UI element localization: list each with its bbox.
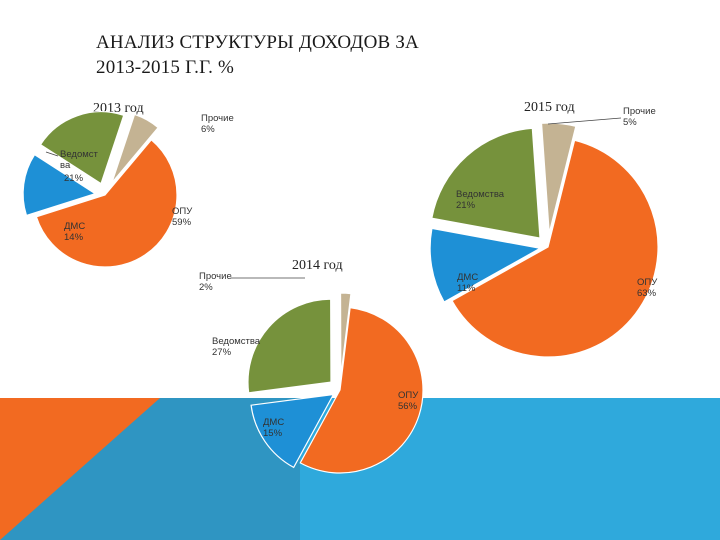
data-label-opu: ОПУ <box>398 390 419 401</box>
pie-slice-prochie <box>339 292 352 377</box>
slide-title: АНАЛИЗ СТРУКТУРЫ ДОХОДОВ ЗА 2013-2015 Г.… <box>96 30 419 80</box>
pie-slice-dms <box>429 227 542 303</box>
data-value-prochie: 6% <box>201 124 215 135</box>
data-value-dms: 11% <box>457 283 476 294</box>
data-label-vedomstva: Ведомства <box>456 189 505 200</box>
slide-title-line-1: АНАЛИЗ СТРУКТУРЫ ДОХОДОВ ЗА <box>96 32 419 53</box>
pie-slice-opu <box>299 306 424 474</box>
pie-slice-prochie <box>111 113 159 184</box>
data-label-prochie: Прочие <box>623 106 656 117</box>
slide-title-line-2: 2013-2015 Г.Г. % <box>96 57 235 78</box>
data-label-vedomstva: Ведомства <box>212 336 261 347</box>
data-label-opu: ОПУ <box>172 206 193 217</box>
data-value-opu: 63% <box>637 288 657 299</box>
data-label-dms: ДМС <box>263 417 284 428</box>
data-value-prochie: 2% <box>199 282 213 293</box>
leader-line-vedomstva <box>45 151 59 157</box>
pie-slice-opu <box>35 138 178 268</box>
data-label-vedomstva: Ведомст <box>60 149 99 160</box>
data-value-opu: 59% <box>172 217 192 228</box>
data-label-dms: ДМС <box>457 272 478 283</box>
data-label-prochie: Прочие <box>199 271 232 282</box>
data-label-opu: ОПУ <box>637 277 658 288</box>
pie-chart-title: 2015 год <box>524 100 575 115</box>
pie-slice-dms <box>250 393 335 469</box>
data-value-vedomstva: 27% <box>212 347 232 358</box>
leader-line-prochie <box>547 117 622 125</box>
data-value-dms: 15% <box>263 428 283 439</box>
pie-slice-dms <box>22 153 97 217</box>
pie-slice-opu <box>451 139 659 358</box>
data-value-prochie: 5% <box>623 117 637 128</box>
data-value-vedomstva: 21% <box>456 200 476 211</box>
data-value-vedomstva: 21% <box>64 173 84 184</box>
data-label-vedomstva: ва <box>60 160 71 171</box>
pie-slice-vedomstva <box>39 111 125 185</box>
data-value-dms: 14% <box>64 232 84 243</box>
data-label-dms: ДМС <box>64 221 85 232</box>
pie-chart-title: 2014 год <box>292 258 343 273</box>
data-value-opu: 56% <box>398 401 418 412</box>
pie-slice-vedomstva <box>431 127 541 239</box>
pie-slice-vedomstva <box>247 298 332 394</box>
data-label-prochie: Прочие <box>201 113 234 124</box>
